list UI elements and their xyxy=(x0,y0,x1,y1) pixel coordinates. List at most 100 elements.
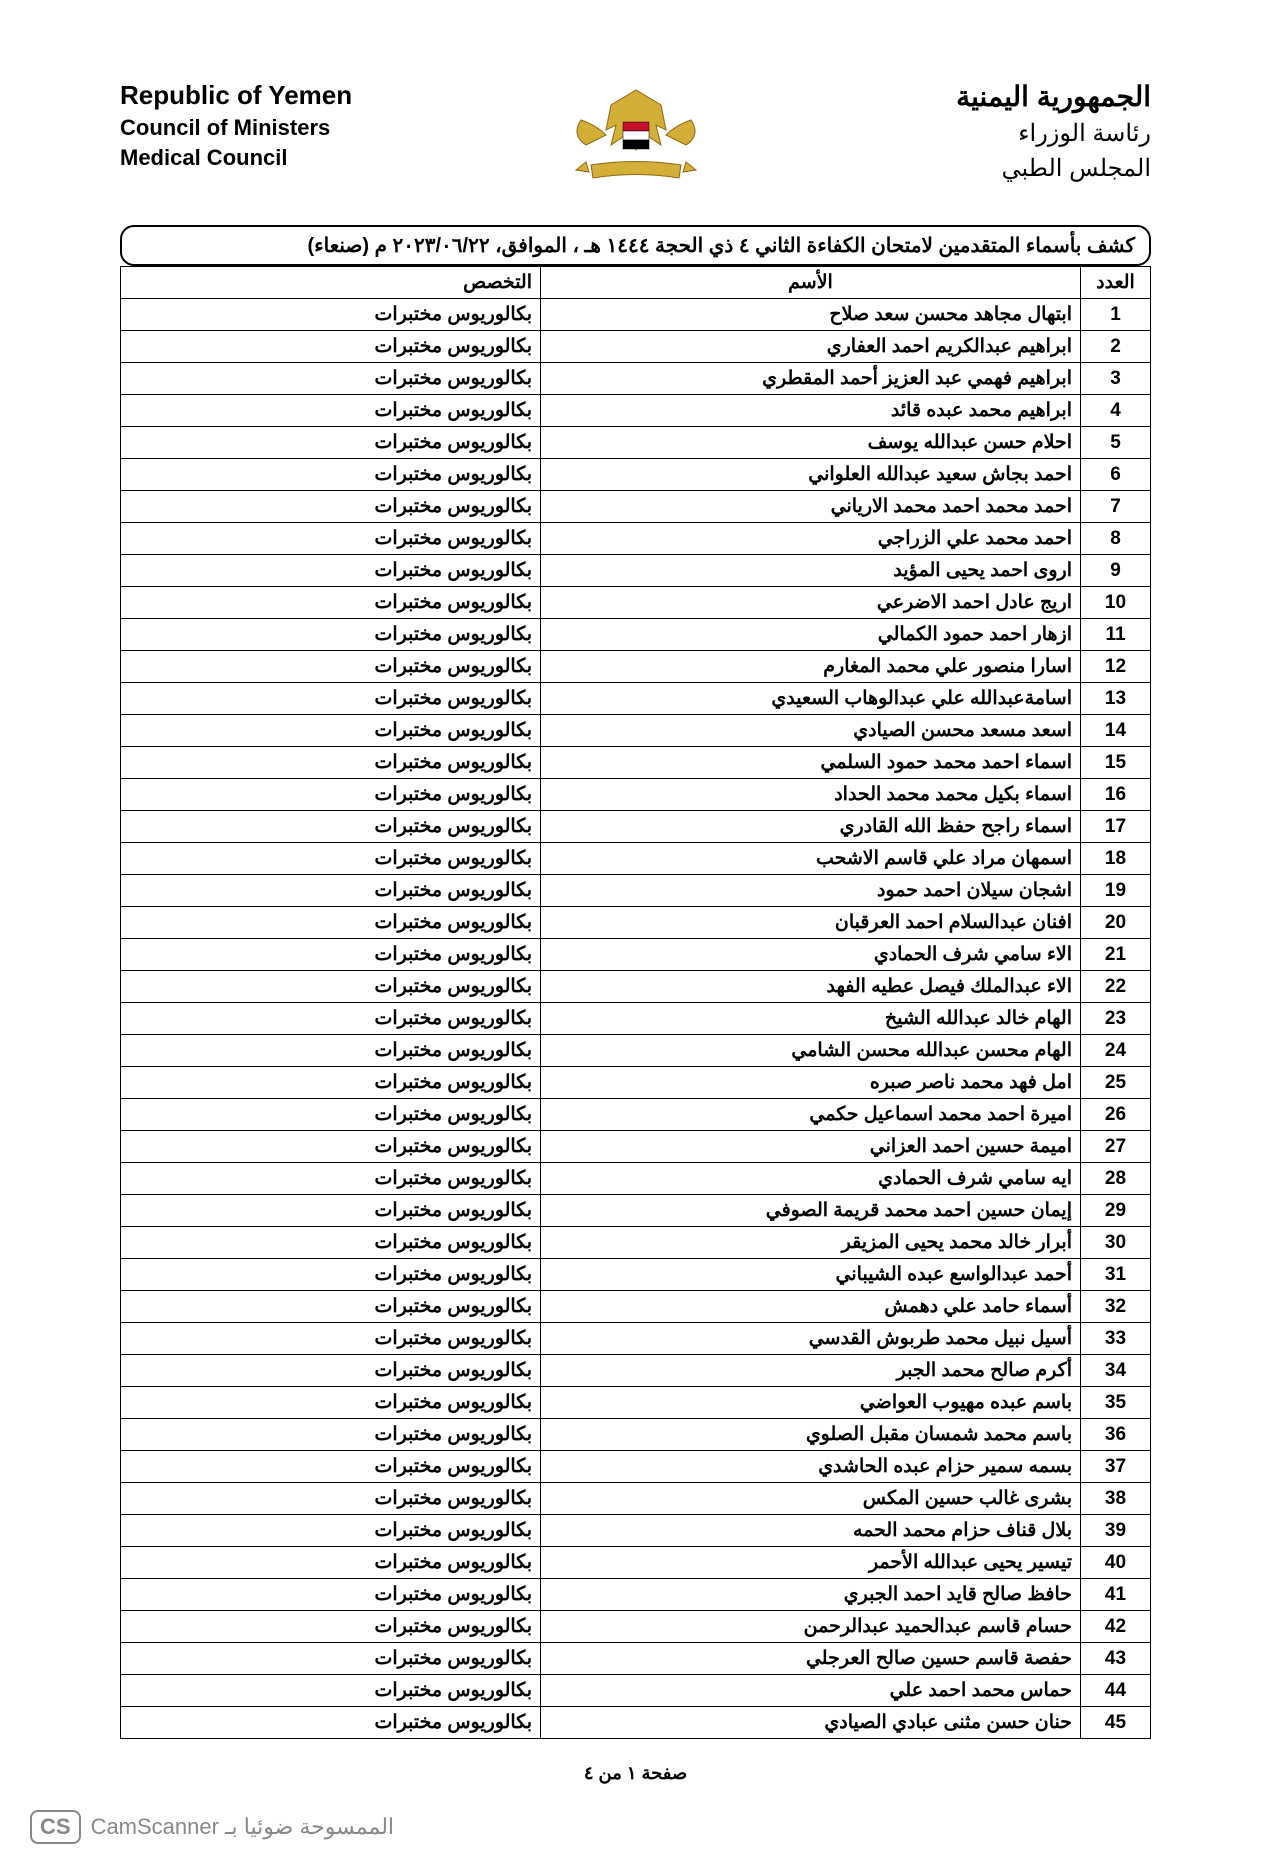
cell-spec: بكالوريوس مختبرات xyxy=(121,1707,541,1739)
cell-spec: بكالوريوس مختبرات xyxy=(121,363,541,395)
table-row: 14اسعد مسعد محسن الصياديبكالوريوس مختبرا… xyxy=(121,715,1151,747)
cell-number: 23 xyxy=(1081,1003,1151,1035)
cell-name: أكرم صالح محمد الجبر xyxy=(541,1355,1081,1387)
cell-name: أسماء حامد علي دهمش xyxy=(541,1291,1081,1323)
header-arabic: الجمهورية اليمنية رئاسة الوزراء المجلس ا… xyxy=(721,80,1152,183)
cell-spec: بكالوريوس مختبرات xyxy=(121,939,541,971)
cell-name: افنان عبدالسلام احمد العرقبان xyxy=(541,907,1081,939)
cell-name: احمد محمد علي الزراجي xyxy=(541,523,1081,555)
cell-spec: بكالوريوس مختبرات xyxy=(121,1643,541,1675)
cell-name: اريج عادل احمد الاضرعي xyxy=(541,587,1081,619)
cell-name: الهام محسن عبدالله محسن الشامي xyxy=(541,1035,1081,1067)
cell-spec: بكالوريوس مختبرات xyxy=(121,1323,541,1355)
cell-number: 2 xyxy=(1081,331,1151,363)
camscanner-watermark: الممسوحة ضوئيا بـ CamScanner CS xyxy=(30,1810,394,1844)
table-row: 34أكرم صالح محمد الجبربكالوريوس مختبرات xyxy=(121,1355,1151,1387)
council2-ar: المجلس الطبي xyxy=(721,154,1152,183)
cell-name: بلال قناف حزام محمد الحمه xyxy=(541,1515,1081,1547)
table-row: 45حنان حسن مثنى عبادي الصياديبكالوريوس م… xyxy=(121,1707,1151,1739)
cell-number: 21 xyxy=(1081,939,1151,971)
table-row: 28ايه سامي شرف الحماديبكالوريوس مختبرات xyxy=(121,1163,1151,1195)
table-row: 42حسام قاسم عبدالحميد عبدالرحمنبكالوريوس… xyxy=(121,1611,1151,1643)
cell-spec: بكالوريوس مختبرات xyxy=(121,971,541,1003)
cell-name: اشجان سيلان احمد حمود xyxy=(541,875,1081,907)
cell-spec: بكالوريوس مختبرات xyxy=(121,1451,541,1483)
document-title: كشف بأسماء المتقدمين لامتحان الكفاءة الث… xyxy=(120,225,1151,266)
cell-number: 26 xyxy=(1081,1099,1151,1131)
yemen-emblem-icon xyxy=(561,80,711,190)
country-ar: الجمهورية اليمنية xyxy=(721,80,1152,113)
council2-en: Medical Council xyxy=(120,145,551,171)
cell-number: 42 xyxy=(1081,1611,1151,1643)
table-row: 27اميمة حسين احمد العزانيبكالوريوس مختبر… xyxy=(121,1131,1151,1163)
cell-name: الاء سامي شرف الحمادي xyxy=(541,939,1081,971)
cell-spec: بكالوريوس مختبرات xyxy=(121,747,541,779)
scanner-text: الممسوحة ضوئيا بـ CamScanner xyxy=(91,1814,394,1840)
document-page: Republic of Yemen Council of Ministers M… xyxy=(0,0,1271,1874)
cell-number: 36 xyxy=(1081,1419,1151,1451)
cell-number: 22 xyxy=(1081,971,1151,1003)
table-row: 39بلال قناف حزام محمد الحمهبكالوريوس مخت… xyxy=(121,1515,1151,1547)
cell-number: 32 xyxy=(1081,1291,1151,1323)
cell-name: ابراهيم فهمي عبد العزيز أحمد المقطري xyxy=(541,363,1081,395)
table-row: 8احمد محمد علي الزراجيبكالوريوس مختبرات xyxy=(121,523,1151,555)
table-row: 2ابراهيم عبدالكريم احمد العفاريبكالوريوس… xyxy=(121,331,1151,363)
cell-name: اسارا منصور علي محمد المغارم xyxy=(541,651,1081,683)
table-row: 10اريج عادل احمد الاضرعيبكالوريوس مختبرا… xyxy=(121,587,1151,619)
cell-spec: بكالوريوس مختبرات xyxy=(121,1355,541,1387)
cell-name: ابراهيم محمد عبده قائد xyxy=(541,395,1081,427)
cell-number: 45 xyxy=(1081,1707,1151,1739)
table-row: 21الاء سامي شرف الحماديبكالوريوس مختبرات xyxy=(121,939,1151,971)
cell-number: 29 xyxy=(1081,1195,1151,1227)
cell-spec: بكالوريوس مختبرات xyxy=(121,1611,541,1643)
cell-number: 19 xyxy=(1081,875,1151,907)
cell-name: أحمد عبدالواسع عبده الشيباني xyxy=(541,1259,1081,1291)
cell-spec: بكالوريوس مختبرات xyxy=(121,555,541,587)
cell-number: 37 xyxy=(1081,1451,1151,1483)
cell-spec: بكالوريوس مختبرات xyxy=(121,715,541,747)
table-row: 4ابراهيم محمد عبده قائدبكالوريوس مختبرات xyxy=(121,395,1151,427)
table-row: 40تيسير يحيى عبدالله الأحمربكالوريوس مخت… xyxy=(121,1547,1151,1579)
table-row: 29إيمان حسين احمد محمد قريمة الصوفيبكالو… xyxy=(121,1195,1151,1227)
cell-number: 15 xyxy=(1081,747,1151,779)
cell-number: 4 xyxy=(1081,395,1151,427)
table-row: 1ابتهال مجاهد محسن سعد صلاحبكالوريوس مخت… xyxy=(121,299,1151,331)
cell-spec: بكالوريوس مختبرات xyxy=(121,1259,541,1291)
cell-number: 35 xyxy=(1081,1387,1151,1419)
cell-number: 16 xyxy=(1081,779,1151,811)
table-row: 25امل فهد محمد ناصر صبرهبكالوريوس مختبرا… xyxy=(121,1067,1151,1099)
header-english: Republic of Yemen Council of Ministers M… xyxy=(120,80,551,171)
cell-number: 1 xyxy=(1081,299,1151,331)
cell-number: 10 xyxy=(1081,587,1151,619)
cell-number: 44 xyxy=(1081,1675,1151,1707)
cell-spec: بكالوريوس مختبرات xyxy=(121,651,541,683)
cell-spec: بكالوريوس مختبرات xyxy=(121,1195,541,1227)
table-row: 19اشجان سيلان احمد حمودبكالوريوس مختبرات xyxy=(121,875,1151,907)
cell-spec: بكالوريوس مختبرات xyxy=(121,811,541,843)
cell-name: اروى احمد يحيى المؤيد xyxy=(541,555,1081,587)
cell-number: 20 xyxy=(1081,907,1151,939)
cell-name: احلام حسن عبدالله يوسف xyxy=(541,427,1081,459)
cell-name: الاء عبدالملك فيصل عطيه الفهد xyxy=(541,971,1081,1003)
cell-number: 30 xyxy=(1081,1227,1151,1259)
table-row: 16اسماء بكيل محمد محمد الحدادبكالوريوس م… xyxy=(121,779,1151,811)
cell-name: اسماء احمد محمد حمود السلمي xyxy=(541,747,1081,779)
cell-number: 41 xyxy=(1081,1579,1151,1611)
cell-number: 24 xyxy=(1081,1035,1151,1067)
cell-number: 5 xyxy=(1081,427,1151,459)
cell-name: ابتهال مجاهد محسن سعد صلاح xyxy=(541,299,1081,331)
cell-name: حنان حسن مثنى عبادي الصيادي xyxy=(541,1707,1081,1739)
table-body: 1ابتهال مجاهد محسن سعد صلاحبكالوريوس مخت… xyxy=(121,299,1151,1739)
table-row: 24الهام محسن عبدالله محسن الشاميبكالوريو… xyxy=(121,1035,1151,1067)
cell-number: 12 xyxy=(1081,651,1151,683)
cell-name: ازهار احمد حمود الكمالي xyxy=(541,619,1081,651)
table-row: 26اميرة احمد محمد اسماعيل حكميبكالوريوس … xyxy=(121,1099,1151,1131)
cell-spec: بكالوريوس مختبرات xyxy=(121,875,541,907)
cell-name: امل فهد محمد ناصر صبره xyxy=(541,1067,1081,1099)
cell-name: حفصة قاسم حسين صالح العرجلي xyxy=(541,1643,1081,1675)
council1-en: Council of Ministers xyxy=(120,115,551,141)
cell-spec: بكالوريوس مختبرات xyxy=(121,907,541,939)
cell-number: 11 xyxy=(1081,619,1151,651)
cell-number: 6 xyxy=(1081,459,1151,491)
table-row: 12اسارا منصور علي محمد المغارمبكالوريوس … xyxy=(121,651,1151,683)
